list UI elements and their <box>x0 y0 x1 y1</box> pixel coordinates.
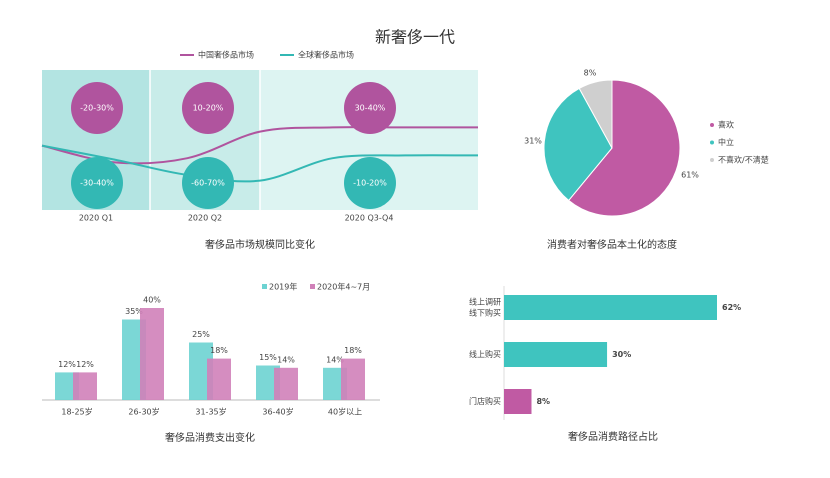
legend-label: 喜欢 <box>718 120 734 130</box>
legend-marker <box>262 284 267 289</box>
y-tick-label: 线上调研 <box>469 297 501 307</box>
slice-label: 61% <box>681 171 699 180</box>
line-series <box>41 126 479 165</box>
value-label: 35% <box>125 307 143 316</box>
legend-label: 2019年 <box>269 282 297 292</box>
x-tick-label: 2020 Q3-Q4 <box>345 214 394 223</box>
legend-label: 不喜欢/不清楚 <box>718 155 769 165</box>
page-title: 新奢侈一代 <box>375 28 455 47</box>
annotation-bubble <box>71 157 123 209</box>
value-label: 62% <box>722 303 741 312</box>
value-label: 14% <box>277 355 295 364</box>
bar <box>504 295 717 320</box>
y-tick-label: 线上购买 <box>469 349 501 359</box>
pie-slice <box>578 79 613 149</box>
pie-slice <box>543 87 613 202</box>
value-label: 12% <box>76 360 94 369</box>
annotation-bubble <box>182 157 234 209</box>
y-tick-label: 门店购买 <box>469 396 501 406</box>
bar <box>504 342 608 367</box>
bar <box>140 308 164 400</box>
legend-marker <box>710 158 714 162</box>
chart-caption: 奢侈品市场规模同比变化 <box>205 238 315 251</box>
line-series <box>41 144 479 183</box>
chart-caption: 消费者对奢侈品本土化的态度 <box>547 238 677 251</box>
legend-marker <box>710 140 714 145</box>
bar <box>274 367 298 400</box>
value-label: 18% <box>344 346 362 355</box>
bar <box>341 358 365 400</box>
legend-label: 2020年4~7月 <box>317 282 370 292</box>
value-label: 18% <box>210 346 228 355</box>
bar <box>73 372 97 400</box>
x-tick-label: 2020 Q1 <box>79 214 113 223</box>
x-tick-label: 26-30岁 <box>128 407 159 417</box>
x-tick-label: 18-25岁 <box>61 407 92 417</box>
annotation-label: -10-20% <box>353 179 387 188</box>
bar <box>207 358 231 400</box>
slice-label: 31% <box>524 137 542 146</box>
x-tick-label: 31-35岁 <box>195 407 226 417</box>
value-label: 8% <box>536 397 550 406</box>
chart-caption: 奢侈品消费支出变化 <box>165 431 255 444</box>
annotation-label: 30-40% <box>355 104 386 113</box>
x-tick-label: 2020 Q2 <box>188 214 222 223</box>
value-label: 15% <box>259 353 277 362</box>
annotation-label: 10-20% <box>193 104 224 113</box>
legend-label: 中立 <box>718 137 734 147</box>
legend-marker <box>710 123 714 127</box>
annotation-label: -60-70% <box>191 179 225 188</box>
chart-caption: 奢侈品消费路径占比 <box>568 430 658 443</box>
legend-marker <box>310 284 315 289</box>
legend-label: 全球奢侈品市场 <box>298 50 354 60</box>
annotation-bubble <box>182 82 234 134</box>
pie-slice <box>567 79 681 217</box>
value-label: 12% <box>58 360 76 369</box>
value-label: 25% <box>192 330 210 339</box>
y-tick-label: 线下购买 <box>469 308 501 318</box>
value-label: 14% <box>326 355 344 364</box>
slice-label: 8% <box>584 69 597 78</box>
legend-label: 中国奢侈品市场 <box>198 50 254 60</box>
annotation-bubble <box>344 157 396 209</box>
bar <box>504 389 532 414</box>
x-tick-label: 36-40岁 <box>262 407 293 417</box>
x-tick-label: 40岁以上 <box>328 407 362 417</box>
annotation-bubble <box>344 82 396 134</box>
annotation-label: -30-40% <box>80 179 114 188</box>
annotation-label: -20-30% <box>80 104 114 113</box>
value-label: 30% <box>612 350 631 359</box>
value-label: 40% <box>143 296 161 305</box>
annotation-bubble <box>71 82 123 134</box>
